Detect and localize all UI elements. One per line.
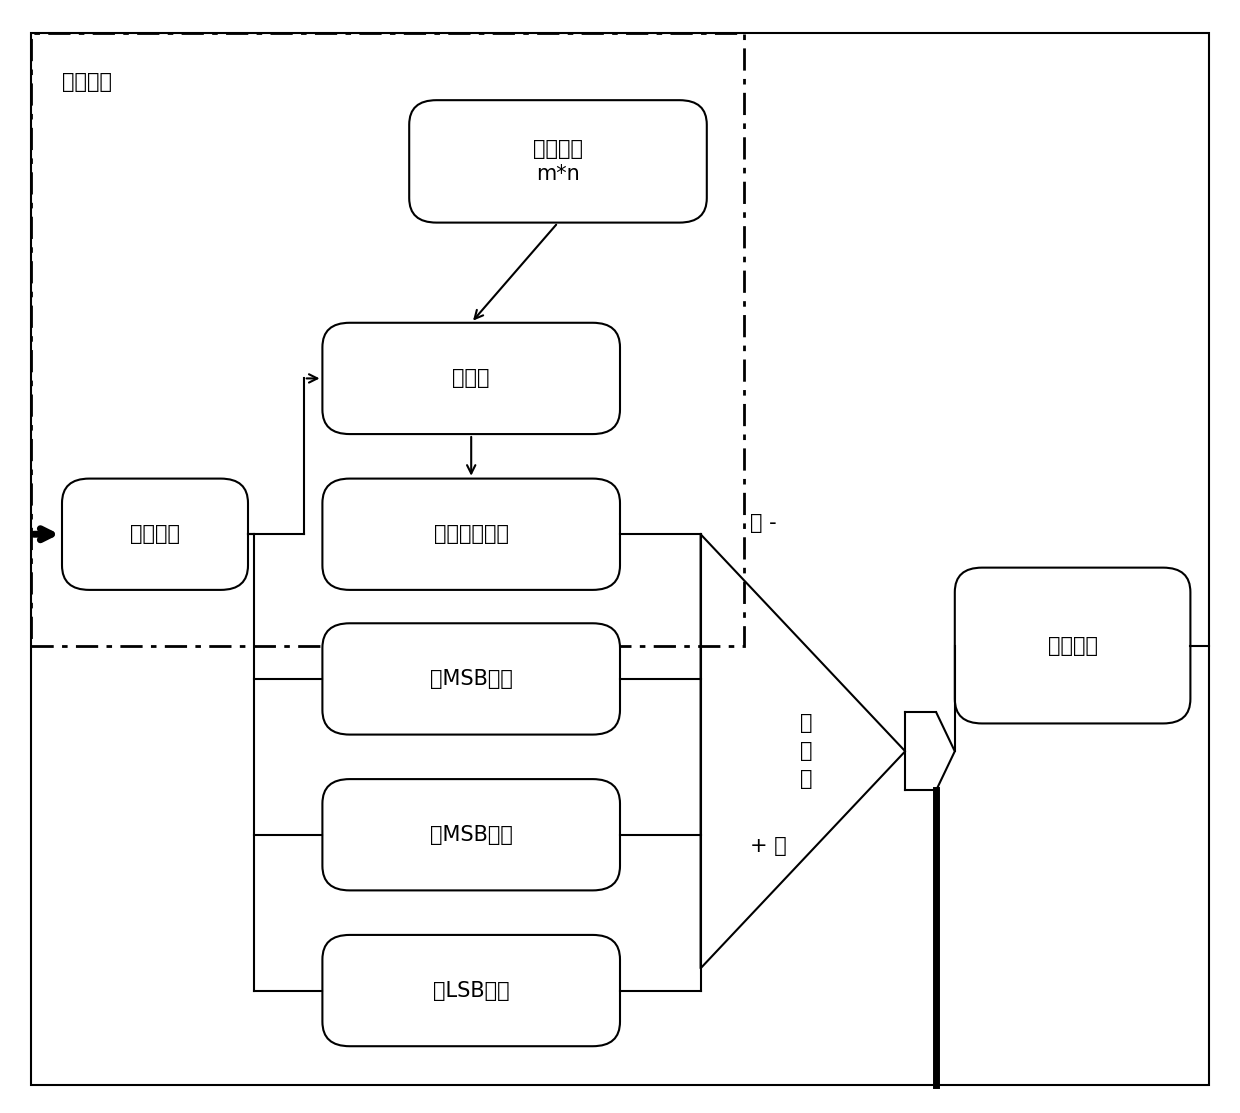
FancyBboxPatch shape [62,479,248,590]
FancyBboxPatch shape [322,479,620,590]
Text: 右LSB电容: 右LSB电容 [433,981,510,1001]
FancyBboxPatch shape [322,623,620,735]
FancyBboxPatch shape [322,779,620,890]
Text: 控制电路: 控制电路 [130,524,180,544]
Text: 累加器: 累加器 [453,368,490,388]
Text: 左MSB电容: 左MSB电容 [430,669,512,689]
Text: 编码输出: 编码输出 [1048,636,1097,656]
FancyBboxPatch shape [322,323,620,434]
Text: 比
较
器: 比 较 器 [800,713,812,789]
Text: 校准电路: 校准电路 [62,72,112,92]
Text: + 右: + 右 [750,836,787,856]
FancyBboxPatch shape [409,100,707,223]
Text: 熔丝阵列
m*n: 熔丝阵列 m*n [533,139,583,184]
FancyBboxPatch shape [322,935,620,1046]
Bar [31,33,744,646]
Text: 左 -: 左 - [750,513,776,533]
Text: 右MSB电容: 右MSB电容 [430,825,512,845]
FancyBboxPatch shape [955,568,1190,723]
Text: 校准电容阵列: 校准电容阵列 [434,524,508,544]
